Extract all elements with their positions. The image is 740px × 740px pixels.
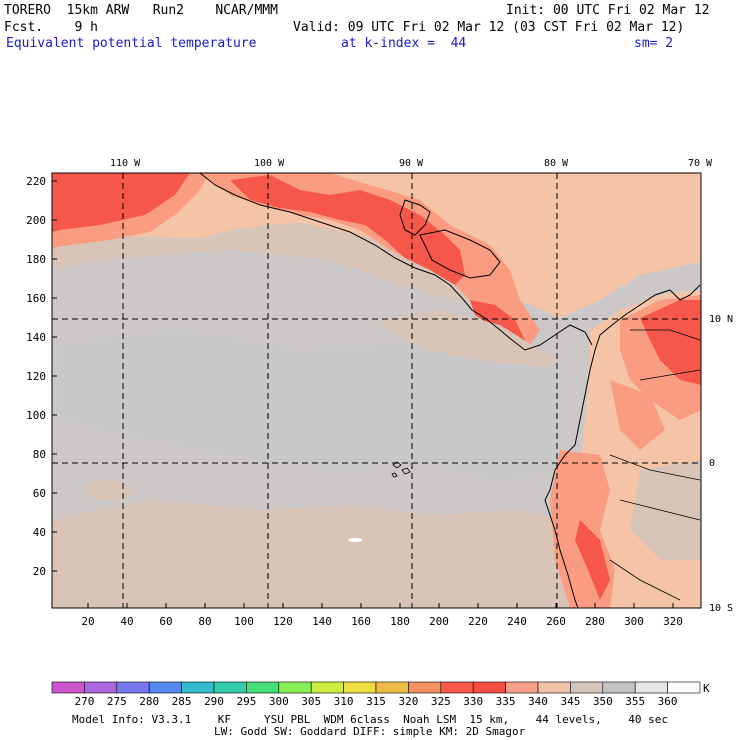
colorbar-swatch — [181, 681, 215, 694]
x-tick-label: 260 — [546, 615, 566, 628]
model-info: Model Info: V3.3.1 KF YSU PBL WDM 6class… — [72, 713, 669, 726]
colorbar-swatch — [472, 681, 506, 694]
colorbar-label: 295 — [236, 695, 256, 708]
colorbar-unit: K — [703, 682, 710, 695]
colorbar-label: 335 — [496, 695, 516, 708]
lon-label-70w: 70 W — [688, 158, 713, 169]
field-name: Equivalent potential temperature — [6, 36, 257, 51]
colorbar-label: 285 — [172, 695, 192, 708]
lat-label-10n: 10 N — [709, 314, 733, 325]
colorbar-label: 300 — [269, 695, 289, 708]
physics-info: LW: Godd SW: Goddard DIFF: simple KM: 2D… — [214, 725, 526, 738]
valid-time: Valid: 09 UTC Fri 02 Mar 12 (03 CST Fri … — [293, 20, 685, 35]
x-tick-label: 300 — [624, 615, 644, 628]
x-tick-label: 20 — [81, 615, 94, 628]
lon-label-100w: 100 W — [254, 158, 285, 169]
colorbar-label: 270 — [74, 695, 94, 708]
colorbar-swatch — [440, 681, 474, 694]
colorbar-swatch — [116, 681, 150, 694]
theta-e-field — [52, 173, 701, 608]
y-tick-label: 160 — [26, 292, 46, 305]
colorbar-label: 330 — [463, 695, 483, 708]
colorbar — [51, 681, 701, 694]
colorbar-label: 355 — [625, 695, 645, 708]
colorbar-swatch — [634, 681, 668, 694]
colorbar-label: 320 — [398, 695, 418, 708]
colorbar-swatch — [84, 681, 118, 694]
lon-label-90w: 90 W — [399, 158, 424, 169]
colorbar-label: 290 — [204, 695, 224, 708]
colorbar-label: 340 — [528, 695, 548, 708]
y-tick-label: 180 — [26, 253, 46, 266]
init-time: Init: 00 UTC Fri 02 Mar 12 — [506, 3, 710, 18]
colorbar-swatch — [310, 681, 344, 694]
x-tick-label: 220 — [468, 615, 488, 628]
colorbar-label: 280 — [139, 695, 159, 708]
colorbar-label: 325 — [431, 695, 451, 708]
colorbar-label: 315 — [366, 695, 386, 708]
y-tick-label: 80 — [33, 448, 46, 461]
x-tick-label: 80 — [198, 615, 211, 628]
y-tick-label: 100 — [26, 409, 46, 422]
y-tick-label: 20 — [33, 565, 46, 578]
x-tick-label: 120 — [273, 615, 293, 628]
y-tick-label: 120 — [26, 370, 46, 383]
colorbar-label: 345 — [560, 695, 580, 708]
colorbar-label: 275 — [107, 695, 127, 708]
lat-label-10s: 10 S — [709, 603, 733, 614]
x-tick-label: 40 — [120, 615, 133, 628]
colorbar-swatch — [343, 681, 377, 694]
x-tick-label: 240 — [507, 615, 527, 628]
y-tick-label: 200 — [26, 214, 46, 227]
x-tick-label: 200 — [429, 615, 449, 628]
colorbar-swatch — [570, 681, 604, 694]
colorbar-swatch — [213, 681, 247, 694]
colorbar-swatch — [537, 681, 571, 694]
y-tick-label: 60 — [33, 487, 46, 500]
axis-ticks — [52, 180, 674, 608]
y-tick-label: 220 — [26, 175, 46, 188]
colorbar-label: 350 — [593, 695, 613, 708]
y-tick-label: 140 — [26, 331, 46, 344]
colorbar-swatch — [408, 681, 442, 694]
colorbar-swatch — [375, 681, 409, 694]
colorbar-swatch — [602, 681, 636, 694]
x-tick-label: 280 — [585, 615, 605, 628]
smoothing-label: sm= 2 — [634, 36, 674, 51]
colorbar-swatch — [667, 681, 701, 694]
x-tick-label: 160 — [351, 615, 371, 628]
level-label: at k-index = 44 — [341, 36, 467, 51]
colorbar-labels: 270 275 280 285 290 295 300 305 310 315 320 325 330 3… — [74, 682, 710, 708]
colorbar-label: 310 — [334, 695, 354, 708]
colorbar-label: 305 — [301, 695, 321, 708]
lon-label-80w: 80 W — [544, 158, 569, 169]
lat-label-0: 0 — [709, 458, 715, 469]
y-tick-label: 40 — [33, 526, 46, 539]
colorbar-swatch — [278, 681, 312, 694]
lon-label-110w: 110 W — [110, 158, 141, 169]
x-tick-label: 320 — [663, 615, 683, 628]
x-tick-label: 140 — [312, 615, 332, 628]
x-tick-label: 100 — [234, 615, 254, 628]
x-tick-label: 60 — [159, 615, 172, 628]
colorbar-swatch — [51, 681, 85, 694]
colorbar-label: 360 — [658, 695, 678, 708]
forecast-hour: Fcst. 9 h — [4, 20, 98, 35]
colorbar-swatch — [148, 681, 182, 694]
x-tick-label: 180 — [390, 615, 410, 628]
colorbar-swatch — [505, 681, 539, 694]
colorbar-swatch — [246, 681, 280, 694]
model-title: TORERO 15km ARW Run2 NCAR/MMM — [4, 3, 278, 18]
